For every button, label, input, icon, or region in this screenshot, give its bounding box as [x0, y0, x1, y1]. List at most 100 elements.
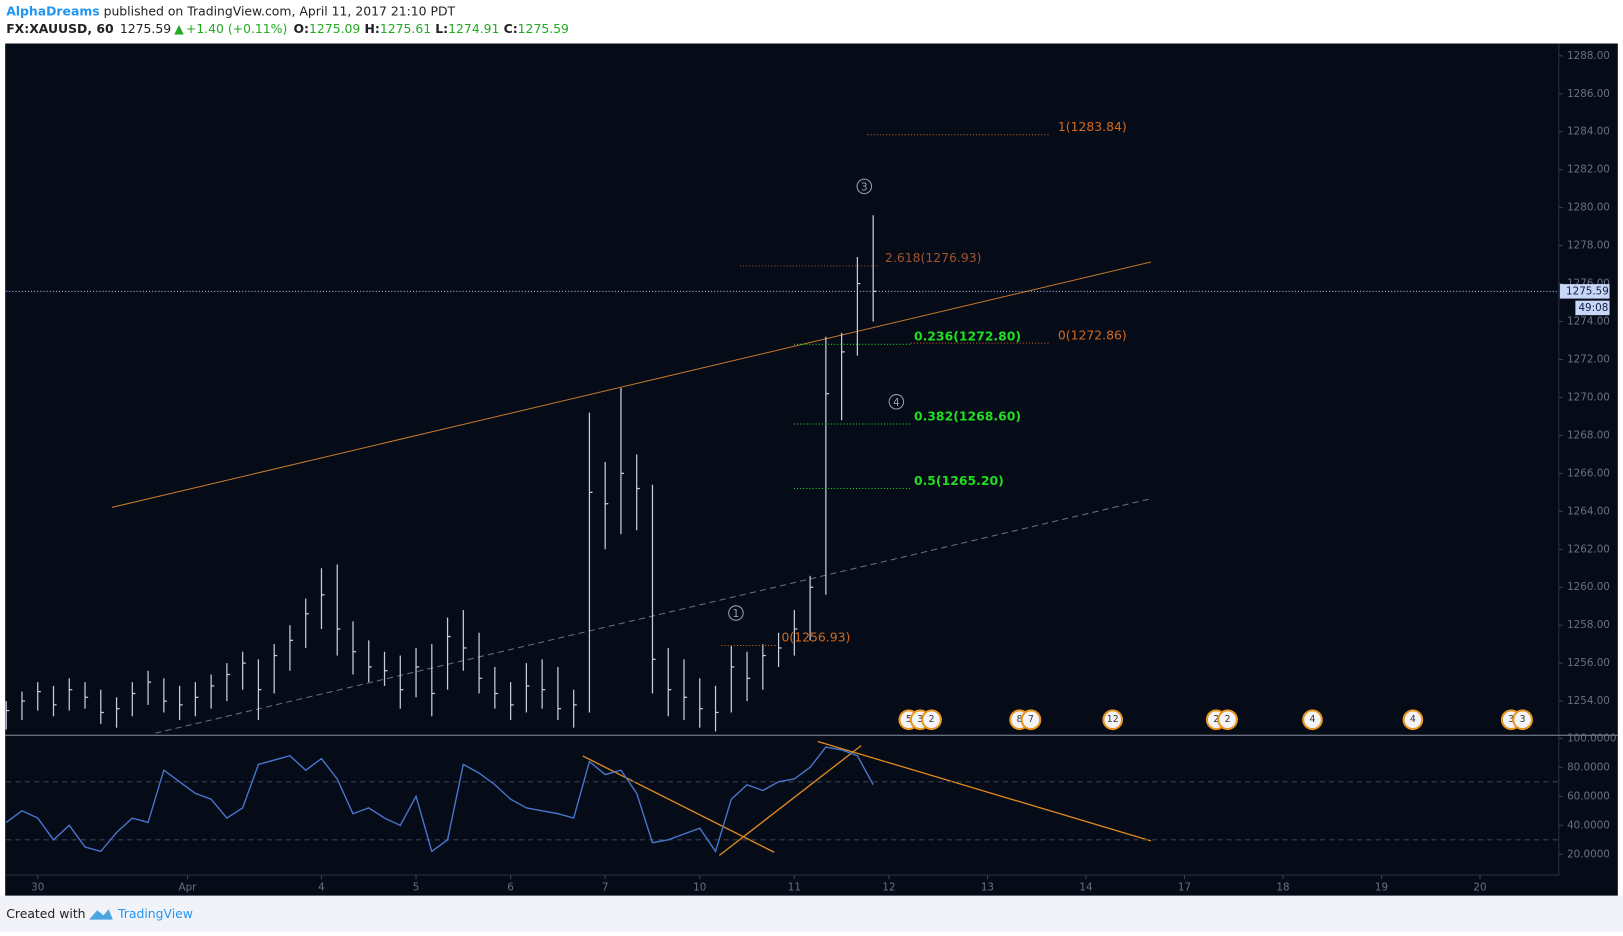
event-count: 2	[1213, 714, 1219, 725]
y-tick-label: 1274.00	[1567, 316, 1610, 328]
change: +1.40 (+0.11%)	[186, 20, 287, 35]
x-tick-label: 18	[1276, 881, 1289, 893]
y-tick-label: 1272.00	[1567, 353, 1610, 365]
x-tick-label: 11	[788, 881, 801, 893]
y-tick-label: 1284.00	[1567, 126, 1610, 138]
x-tick-label: Apr	[179, 881, 198, 893]
wave-label: 1	[733, 608, 740, 620]
header-line1: AlphaDreams published on TradingView.com…	[6, 3, 455, 18]
fib-label: 0.5(1265.20)	[914, 473, 1004, 488]
y-tick-label: 1266.00	[1567, 467, 1610, 479]
y-tick-label: 1260.00	[1567, 581, 1610, 593]
symbol: FX:XAUUSD, 60	[6, 20, 114, 35]
event-count: 8	[1017, 714, 1023, 725]
wave-label: 4	[893, 397, 900, 409]
c-label: C:	[504, 20, 518, 35]
chart-bg	[5, 43, 1618, 896]
x-tick-label: 13	[981, 881, 994, 893]
y-tick-label: 1288.00	[1567, 50, 1610, 62]
wave-label: 3	[861, 181, 868, 193]
trendline	[111, 261, 1152, 508]
event-count: 3	[1508, 714, 1514, 725]
rsi-y-tick-label: 20.0000	[1567, 848, 1610, 860]
y-tick-label: 1254.00	[1567, 695, 1610, 707]
x-tick-label: 20	[1473, 881, 1486, 893]
fib-label: 2.618(1276.93)	[885, 250, 981, 265]
footer-created: Created with	[6, 906, 85, 921]
rsi-trendline	[817, 740, 1152, 842]
event-count: 2	[929, 714, 935, 725]
event-count: 4	[1410, 714, 1416, 725]
event-icon[interactable]	[1102, 709, 1124, 731]
o-label: O:	[294, 20, 310, 35]
rsi-y-tick-label: 80.0000	[1567, 761, 1610, 773]
fib-label: 1(1283.84)	[1058, 119, 1127, 134]
logo	[89, 909, 113, 920]
h: 1275.61	[380, 20, 431, 35]
event-count: 5	[906, 714, 912, 725]
y-tick-label: 1278.00	[1567, 240, 1610, 252]
y-tick-label: 1258.00	[1567, 619, 1610, 631]
event-count: 7	[1028, 714, 1034, 725]
footer-brand[interactable]: TradingView	[117, 906, 193, 921]
event-icon[interactable]	[1402, 709, 1424, 731]
event-count: 3	[1520, 714, 1526, 725]
x-tick-label: 6	[507, 881, 514, 893]
event-count: 4	[1310, 714, 1316, 725]
x-tick-label: 12	[882, 881, 895, 893]
header-line2: FX:XAUUSD, 60 1275.59 ▲ +1.40 (+0.11%) O:127…	[6, 20, 569, 35]
y-tick-label: 1264.00	[1567, 505, 1610, 517]
event-icon[interactable]	[1512, 709, 1533, 731]
y-tick-label: 1270.00	[1567, 391, 1610, 403]
fib-label: 0.382(1268.60)	[914, 408, 1021, 423]
price: 1275.59	[120, 20, 171, 35]
l-label: L:	[435, 20, 448, 35]
x-tick-label: 5	[413, 881, 420, 893]
rsi-y-tick-label: 40.0000	[1567, 819, 1610, 831]
event-icon[interactable]	[1302, 709, 1323, 731]
event-count: 2	[1225, 714, 1231, 725]
event-count: 3	[917, 714, 923, 725]
rsi-y-tick-label: 100.0000	[1567, 732, 1616, 744]
y-tick-label: 1286.00	[1567, 88, 1610, 100]
event-count: 12	[1107, 714, 1119, 725]
y-tick-label: 1262.00	[1567, 543, 1610, 555]
x-tick-label: 7	[602, 881, 609, 893]
header-bg	[0, 0, 1623, 44]
x-tick-label: 14	[1079, 881, 1092, 893]
event-icon[interactable]	[921, 709, 942, 731]
wave-circle	[888, 394, 905, 410]
h-label: H:	[364, 20, 379, 35]
countdown: 49:08	[1578, 302, 1608, 314]
event-icon[interactable]	[1020, 709, 1042, 731]
event-icon[interactable]	[1217, 709, 1238, 731]
countdown-bg	[1575, 300, 1610, 316]
fib-label: 0(1256.93)	[781, 630, 850, 645]
footer-bg	[0, 895, 1623, 932]
price-tag-bg	[1559, 284, 1610, 299]
fib-label: 0(1272.86)	[1058, 327, 1127, 342]
wave-circle	[728, 605, 744, 621]
author[interactable]: AlphaDreams	[6, 3, 99, 18]
rsi-y-tick-label: 60.0000	[1567, 790, 1610, 802]
x-tick-label: 19	[1375, 881, 1388, 893]
x-tick-label: 17	[1178, 881, 1191, 893]
arrow: ▲	[174, 20, 184, 35]
y-tick-label: 1268.00	[1567, 429, 1610, 441]
c: 1275.59	[518, 20, 569, 35]
published: published on TradingView.com, April 11, …	[100, 3, 456, 18]
o: 1275.09	[309, 20, 360, 35]
y-tick-label: 1282.00	[1567, 164, 1610, 176]
x-tick-label: 30	[31, 881, 44, 893]
x-tick-label: 10	[693, 881, 706, 893]
x-tick-label: 4	[318, 881, 325, 893]
l: 1274.91	[448, 20, 499, 35]
rsi-line	[5, 746, 874, 853]
y-tick-label: 1280.00	[1567, 202, 1610, 214]
price-tag: 1275.59	[1566, 285, 1609, 297]
y-tick-label: 1256.00	[1567, 657, 1610, 669]
wave-circle	[856, 178, 873, 195]
rsi-trendline	[718, 745, 862, 856]
